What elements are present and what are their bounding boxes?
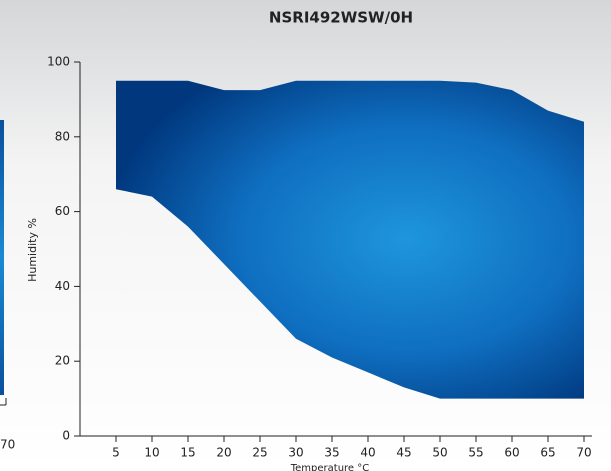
x-tick-label: 15: [180, 446, 195, 460]
y-tick-label: 60: [55, 204, 70, 218]
fragment-tick-label: 70: [0, 438, 15, 452]
x-tick-label: 20: [216, 446, 231, 460]
x-tick-label: 5: [112, 446, 120, 460]
y-tick-label: 80: [55, 129, 70, 143]
x-tick-label: 65: [540, 446, 555, 460]
x-tick-label: 30: [288, 446, 303, 460]
x-tick-label: 55: [468, 446, 483, 460]
x-tick-label: 10: [144, 446, 159, 460]
x-tick-label: 50: [432, 446, 447, 460]
x-axis-label: Temperature °C: [290, 463, 370, 471]
range-area: [116, 80, 584, 399]
y-axis-label: Humidity %: [26, 218, 39, 282]
x-tick-label: 60: [504, 446, 519, 460]
x-tick-label: 40: [360, 446, 375, 460]
x-tick-label: 25: [252, 446, 267, 460]
y-tick-label: 20: [55, 354, 70, 368]
x-tick-label: 35: [324, 446, 339, 460]
y-tick-label: 100: [47, 55, 70, 69]
y-tick-label: 0: [62, 429, 70, 443]
y-tick-label: 40: [55, 279, 70, 293]
chart-title: NSRI492WSW/0H: [269, 9, 413, 27]
x-tick-label: 45: [396, 446, 411, 460]
x-tick-label: 70: [576, 446, 591, 460]
fragment-area: [0, 120, 4, 395]
